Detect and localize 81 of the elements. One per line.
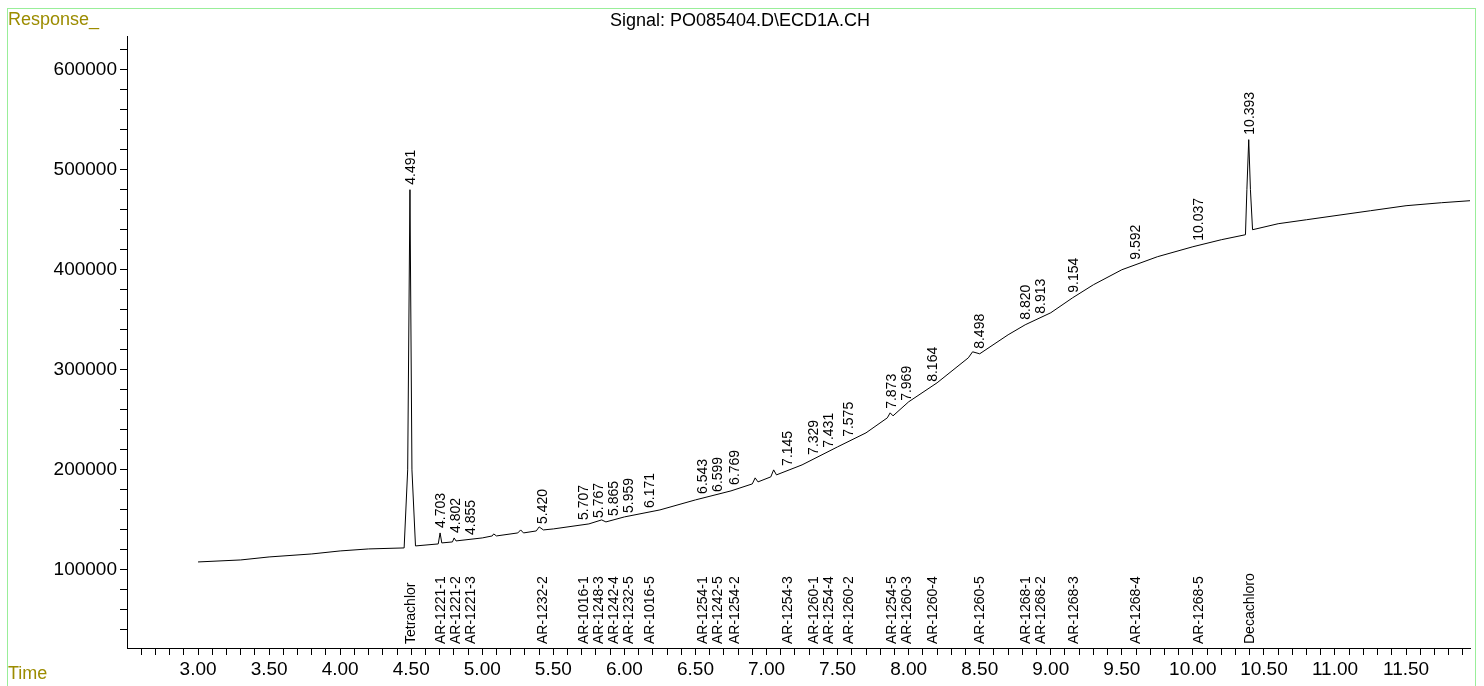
x-tick-label: 11.50 <box>1382 657 1430 679</box>
annotation: 6.769 <box>725 449 742 485</box>
annotation: AR-1268-2 <box>1032 576 1049 644</box>
annotation: 9.154 <box>1064 257 1081 293</box>
annotation: AR-1232-2 <box>533 576 550 644</box>
annotation: 7.873 <box>882 373 899 409</box>
x-axis-title: Time <box>8 663 48 684</box>
y-tick-label: 500000 <box>53 157 117 179</box>
annotation: 7.145 <box>779 430 796 466</box>
annotation: AR-1268-3 <box>1064 576 1081 644</box>
annotation: 4.855 <box>462 499 479 535</box>
x-tick-label: 9.50 <box>1103 657 1141 679</box>
annotation: 6.171 <box>640 472 657 508</box>
x-tick-label: 8.00 <box>890 657 928 679</box>
annotation: AR-1260-1 <box>805 576 822 644</box>
x-tick-label: 6.00 <box>605 657 643 679</box>
annotation: AR-1260-4 <box>923 576 940 644</box>
annotation: AR-1221-2 <box>447 576 464 644</box>
annotation: 7.575 <box>840 401 857 437</box>
annotation: 5.707 <box>574 484 591 520</box>
annotation: 6.599 <box>708 456 725 492</box>
annotation: AR-1254-4 <box>820 576 837 644</box>
y-tick-label: 100000 <box>53 558 117 580</box>
annotation: AR-1254-1 <box>693 576 710 644</box>
annotation: 5.865 <box>604 480 621 516</box>
annotation: 10.037 <box>1190 197 1207 241</box>
annotation: AR-1221-3 <box>462 576 479 644</box>
y-tick-label: 200000 <box>53 458 117 480</box>
x-tick-label: 5.00 <box>463 657 501 679</box>
annotation: AR-1248-3 <box>589 576 606 644</box>
x-tick-label: 11.00 <box>1311 657 1359 679</box>
annotation: AR-1260-5 <box>971 576 988 644</box>
annotation: 7.431 <box>820 412 837 448</box>
annotation: AR-1254-2 <box>725 576 742 644</box>
x-tick-label: 6.50 <box>676 657 714 679</box>
x-tick-label: 10.50 <box>1240 657 1288 679</box>
y-tick-label: 600000 <box>53 57 117 79</box>
annotation: 10.393 <box>1240 91 1257 135</box>
y-tick-label: 300000 <box>53 358 117 380</box>
x-tick-label: 3.50 <box>250 657 288 679</box>
annotation: AR-1260-2 <box>840 576 857 644</box>
x-tick-label: 3.00 <box>179 657 217 679</box>
annotation: 5.420 <box>533 488 550 524</box>
annotation: AR-1268-4 <box>1126 576 1143 644</box>
x-tick-label: 8.50 <box>961 657 999 679</box>
annotation: AR-1242-4 <box>604 576 621 644</box>
x-tick-label: 4.50 <box>392 657 430 679</box>
x-tick-label: 10.00 <box>1169 657 1217 679</box>
annotation: AR-1268-5 <box>1190 576 1207 644</box>
annotation: 7.329 <box>805 419 822 455</box>
annotation: 8.913 <box>1032 278 1049 314</box>
annotation: 9.592 <box>1126 224 1143 260</box>
y-tick-label: 400000 <box>53 257 117 279</box>
annotation: AR-1254-5 <box>882 576 899 644</box>
chart-title: Signal: PO085404.D\ECD1A.CH <box>609 9 871 30</box>
annotation: Decachloro <box>1240 572 1257 644</box>
annotation: AR-1254-3 <box>779 576 796 644</box>
annotation: 6.543 <box>693 458 710 494</box>
x-tick-label: 5.50 <box>534 657 572 679</box>
x-tick-label: 9.00 <box>1032 657 1070 679</box>
x-tick-label: 4.00 <box>321 657 359 679</box>
annotation: Tetrachlor <box>401 582 418 644</box>
annotation: AR-1268-1 <box>1017 576 1034 644</box>
annotation: AR-1016-1 <box>574 576 591 644</box>
y-axis-title: Response_ <box>8 9 100 30</box>
x-tick-label: 7.00 <box>748 657 786 679</box>
annotation: 4.802 <box>447 497 464 533</box>
annotation: 4.491 <box>401 149 418 185</box>
annotation: 4.703 <box>432 492 449 528</box>
annotation: AR-1221-1 <box>432 576 449 644</box>
x-tick-label: 7.50 <box>819 657 857 679</box>
annotation: AR-1232-5 <box>619 576 636 644</box>
annotation: 7.969 <box>897 365 914 401</box>
annotation: AR-1242-5 <box>708 576 725 644</box>
annotation: 8.164 <box>923 346 940 382</box>
annotation: 5.767 <box>589 482 606 518</box>
annotation: 8.820 <box>1017 284 1034 320</box>
annotation: 8.498 <box>971 313 988 349</box>
annotation: AR-1260-3 <box>897 576 914 644</box>
annotation: 5.959 <box>619 477 636 513</box>
annotation: AR-1016-5 <box>640 576 657 644</box>
